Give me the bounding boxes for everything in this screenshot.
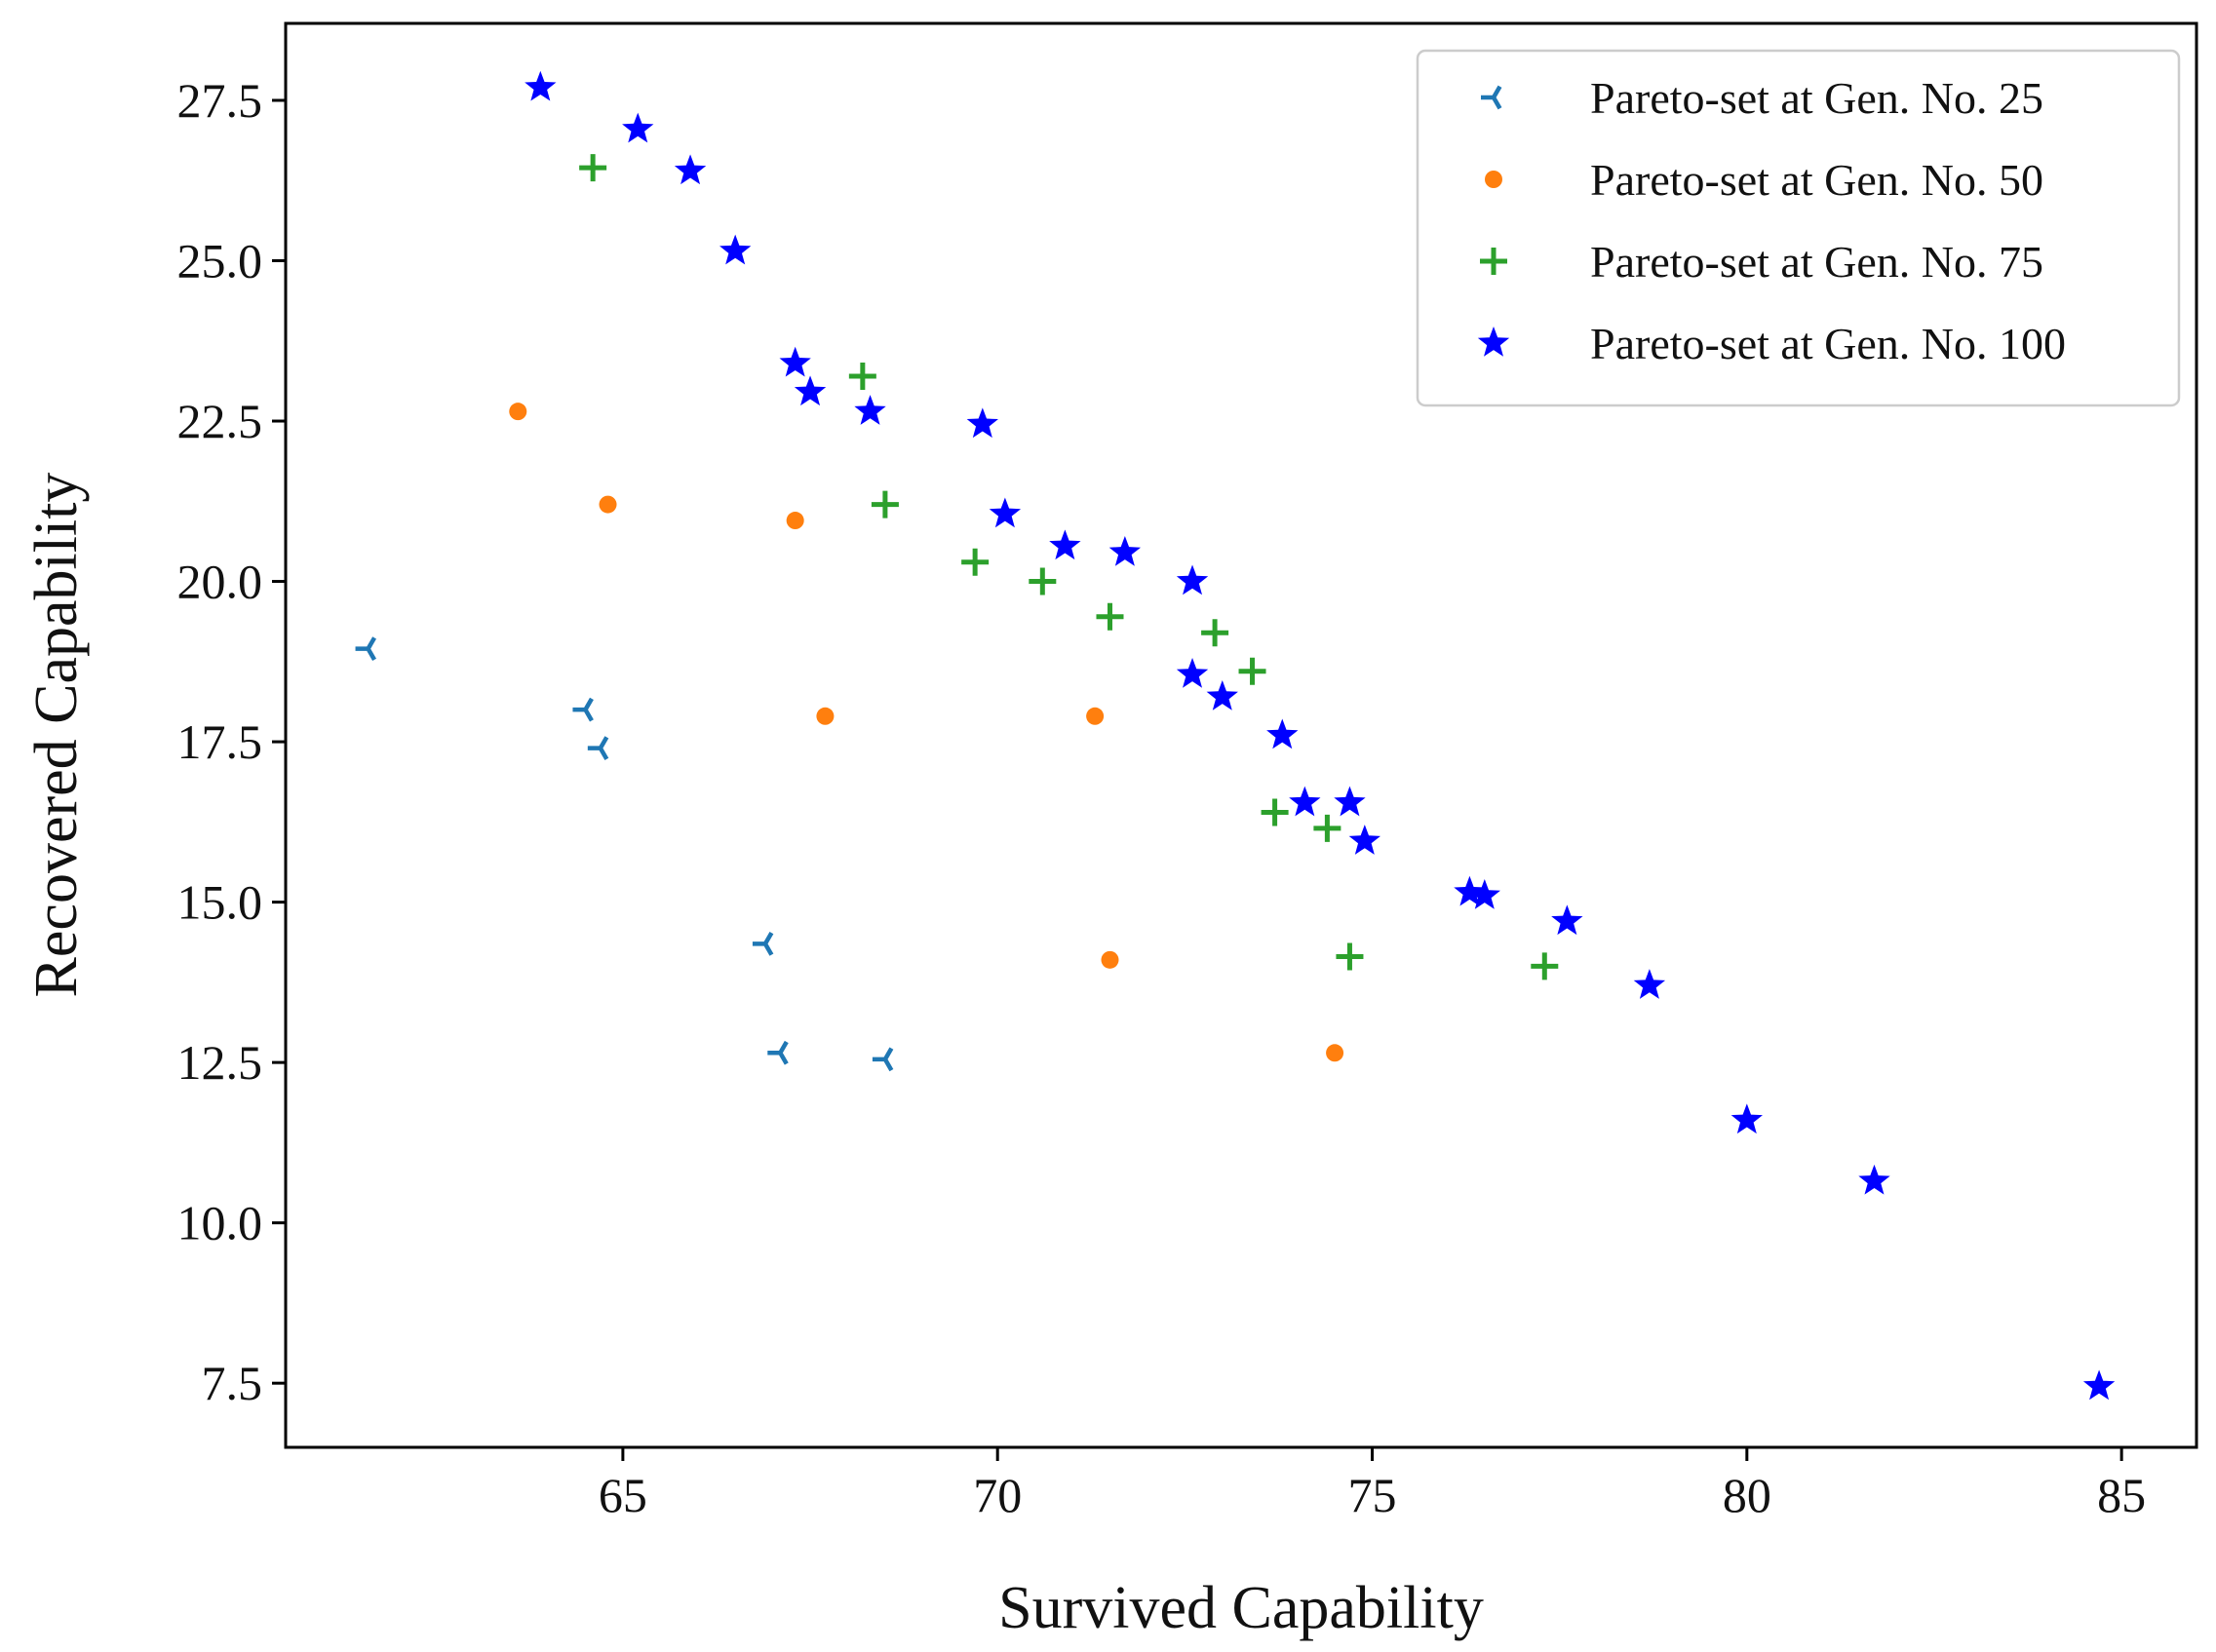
data-point xyxy=(1029,567,1057,595)
data-point xyxy=(1326,1044,1344,1062)
data-point xyxy=(355,636,376,662)
legend-label: Pareto-set at Gen. No. 25 xyxy=(1590,73,2043,123)
x-tick-label: 85 xyxy=(2097,1468,2146,1522)
data-point xyxy=(1096,602,1124,631)
data-point xyxy=(872,1047,894,1072)
y-tick-label: 22.5 xyxy=(177,394,263,448)
data-point xyxy=(1348,825,1380,855)
data-points xyxy=(355,70,2116,1401)
data-point xyxy=(579,154,607,182)
series-4 xyxy=(525,70,2116,1401)
data-point xyxy=(1201,619,1229,647)
data-point xyxy=(854,395,886,425)
y-axis-label: Recovered Capability xyxy=(23,473,90,998)
legend-marker xyxy=(1485,171,1502,188)
legend-marker xyxy=(1477,327,1510,357)
data-point xyxy=(786,512,804,530)
data-point xyxy=(1858,1164,1890,1195)
x-axis-label: Survived Capability xyxy=(998,1575,1484,1641)
data-point xyxy=(1238,657,1266,685)
y-tick-label: 27.5 xyxy=(177,73,263,128)
data-point xyxy=(1551,904,1583,936)
y-tick-label: 10.0 xyxy=(177,1196,263,1250)
data-point xyxy=(961,548,990,576)
data-point xyxy=(674,154,707,185)
data-point xyxy=(1336,942,1364,971)
data-point xyxy=(1313,814,1341,842)
x-tick-label: 70 xyxy=(973,1468,1022,1522)
legend-label: Pareto-set at Gen. No. 50 xyxy=(1590,155,2043,205)
data-point xyxy=(622,112,654,143)
y-tick-label: 17.5 xyxy=(177,714,263,769)
data-point xyxy=(1101,950,1119,969)
legend-marker xyxy=(1481,85,1502,110)
x-tick-label: 65 xyxy=(599,1468,647,1522)
data-point xyxy=(1633,969,1666,999)
legend-box xyxy=(1416,49,2181,407)
data-point xyxy=(1108,535,1142,566)
data-point xyxy=(989,497,1022,528)
y-tick-label: 12.5 xyxy=(177,1035,263,1090)
data-point xyxy=(719,234,752,265)
y-tick-label: 7.5 xyxy=(202,1356,263,1410)
series-2 xyxy=(509,403,1344,1062)
data-point xyxy=(1266,718,1299,749)
data-point xyxy=(509,403,527,421)
series-1 xyxy=(355,636,894,1072)
legend: Pareto-set at Gen. No. 25 Pareto-set at G… xyxy=(1416,49,2181,407)
data-point xyxy=(871,490,899,519)
data-point xyxy=(572,697,594,722)
data-point xyxy=(752,932,774,956)
data-point xyxy=(2082,1369,2116,1401)
data-point xyxy=(1730,1103,1763,1134)
legend-label: Pareto-set at Gen. No. 100 xyxy=(1590,319,2066,368)
data-point xyxy=(1176,657,1209,688)
data-point xyxy=(1261,798,1289,826)
data-point xyxy=(1049,529,1081,560)
data-point xyxy=(587,736,609,761)
data-point xyxy=(1468,879,1500,909)
data-point xyxy=(1531,952,1559,980)
data-point xyxy=(794,375,827,406)
axis-ticks: 65 70 75 80 85 7.5 10.0 12.5 15.0 17.5 20.0 22.5 25.… xyxy=(177,73,2147,1522)
legend-marker xyxy=(1480,248,1507,275)
data-point xyxy=(599,495,617,514)
x-tick-label: 80 xyxy=(1723,1468,1771,1522)
x-tick-label: 75 xyxy=(1348,1468,1397,1522)
data-point xyxy=(816,707,835,725)
data-point xyxy=(1334,786,1366,817)
data-point xyxy=(767,1040,789,1065)
data-point xyxy=(1289,786,1321,817)
data-point xyxy=(1176,564,1209,595)
data-point xyxy=(779,346,811,377)
y-tick-label: 20.0 xyxy=(177,555,263,609)
data-point xyxy=(966,407,998,439)
y-tick-label: 15.0 xyxy=(177,875,263,930)
data-point xyxy=(1086,707,1105,725)
data-point xyxy=(1206,680,1238,711)
y-tick-label: 25.0 xyxy=(177,234,263,288)
data-point xyxy=(848,362,876,390)
legend-label: Pareto-set at Gen. No. 75 xyxy=(1590,237,2043,287)
data-point xyxy=(525,70,557,101)
series-3 xyxy=(579,154,1559,980)
